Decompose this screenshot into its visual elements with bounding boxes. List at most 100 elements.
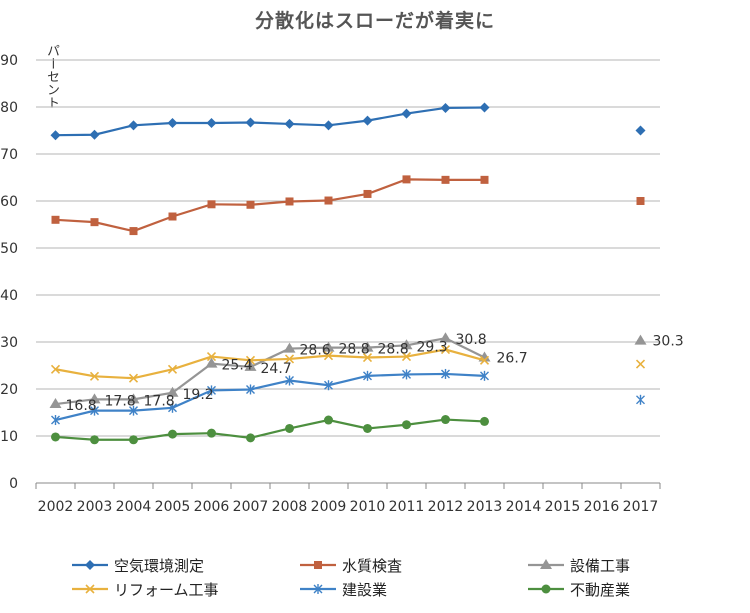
data-point [479, 102, 490, 113]
data-point [441, 368, 450, 379]
data-point [89, 129, 100, 140]
y-tick-label: 60 [0, 194, 18, 210]
data-point [441, 175, 450, 184]
legend-item: リフォーム工事 [72, 578, 219, 600]
data-point [51, 215, 60, 224]
data-point [207, 200, 216, 209]
data-point [401, 108, 412, 119]
data-point [90, 218, 99, 227]
series-line [55, 418, 485, 441]
data-point [90, 435, 99, 445]
data-point [246, 433, 255, 443]
data-point [285, 375, 294, 386]
legend-label: 水質検査 [342, 556, 403, 575]
legend-marker [313, 584, 323, 594]
series-リフォーム工事 [50, 344, 646, 383]
x-tick-label: 2010 [350, 499, 386, 515]
data-point [479, 355, 490, 365]
data-point [49, 398, 62, 409]
data-point [246, 384, 255, 395]
y-tick-label: 40 [0, 288, 18, 304]
data-point [245, 355, 256, 365]
data-point [167, 117, 178, 128]
data-point [635, 125, 646, 136]
data-label: 17.8 [105, 393, 136, 409]
data-point [323, 351, 334, 361]
data-point [168, 402, 177, 413]
x-tick-label: 2014 [506, 499, 542, 515]
data-point [363, 423, 372, 433]
series-不動産業 [51, 415, 489, 445]
x-tick-label: 2006 [194, 499, 230, 515]
data-point [324, 380, 333, 391]
data-point [324, 196, 333, 205]
data-label: 19.2 [183, 387, 214, 403]
data-point [636, 394, 645, 405]
data-point [50, 364, 61, 374]
data-point [89, 371, 100, 381]
x-tick-label: 2005 [155, 499, 191, 515]
y-tick-label: 90 [0, 53, 18, 69]
data-point [441, 415, 450, 425]
data-point [361, 341, 374, 352]
series-建設業 [51, 368, 645, 426]
legend-swatch [528, 559, 564, 569]
x-tick-label: 2002 [38, 499, 74, 515]
data-point [245, 117, 256, 128]
series-水質検査 [51, 175, 645, 236]
data-point [440, 102, 451, 113]
data-point [284, 354, 295, 364]
data-point [285, 423, 294, 433]
data-label: 30.3 [653, 334, 684, 350]
data-point [362, 115, 373, 126]
data-point [246, 200, 255, 209]
legend-swatch [72, 584, 108, 594]
data-point [168, 429, 177, 439]
legend-swatch [300, 584, 336, 594]
series-line [55, 106, 485, 137]
legend-item: 設備工事 [528, 554, 630, 576]
data-label: 16.8 [66, 398, 97, 414]
data-point [480, 416, 489, 426]
x-tick-label: 2003 [77, 499, 113, 515]
data-point [207, 385, 216, 396]
y-tick-label: 70 [0, 147, 18, 163]
data-label: 17.8 [144, 393, 175, 409]
data-point [402, 369, 411, 380]
data-point [127, 393, 140, 404]
legend-item: 空気環境測定 [72, 554, 204, 576]
x-tick-label: 2011 [389, 499, 425, 515]
data-point [284, 118, 295, 129]
data-point [128, 120, 139, 131]
y-tick-label: 10 [0, 429, 18, 445]
legend-marker [541, 584, 551, 594]
data-point [363, 189, 372, 198]
data-label: 28.6 [300, 343, 331, 359]
x-tick-label: 2009 [311, 499, 347, 515]
data-point [166, 386, 179, 397]
data-label: 26.7 [497, 351, 528, 367]
data-point [363, 370, 372, 381]
data-point [635, 359, 646, 369]
data-point [129, 435, 138, 445]
legend-marker [85, 560, 95, 570]
y-tick-label: 80 [0, 100, 18, 116]
data-point [205, 357, 218, 368]
legend-item: 建設業 [300, 578, 387, 600]
data-point [400, 339, 413, 350]
data-label: 25.4 [222, 358, 253, 374]
data-point [206, 352, 217, 362]
data-point [322, 341, 335, 352]
series-空気環境測定 [50, 102, 646, 141]
data-point [324, 415, 333, 425]
series-設備工事 [49, 332, 647, 409]
data-point [168, 212, 177, 221]
data-point [402, 420, 411, 430]
data-label: 24.7 [261, 361, 292, 377]
legend-marker [540, 559, 552, 569]
legend-swatch [300, 561, 336, 569]
data-label: 30.8 [456, 332, 487, 348]
chart-legend: 空気環境測定 水質検査 設備工事リフォーム工事 建設業 不動産業 [72, 554, 712, 606]
legend-item: 不動産業 [528, 578, 630, 600]
